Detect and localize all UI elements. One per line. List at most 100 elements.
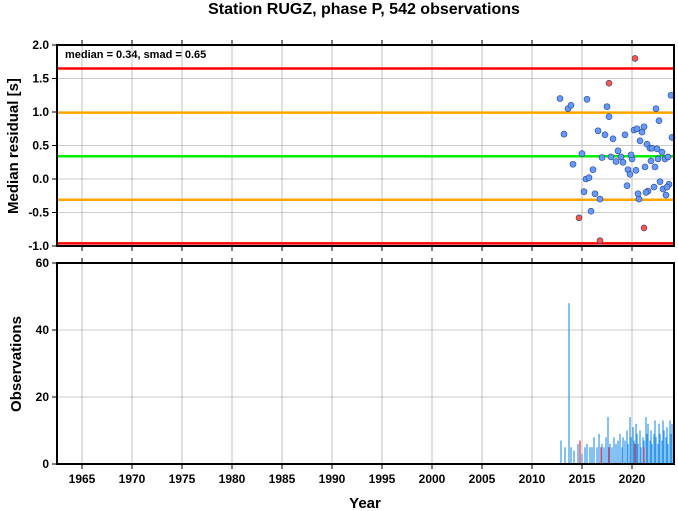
bottom-y-axis-label: Observations	[8, 316, 25, 412]
residual-point	[636, 137, 644, 145]
residual-point	[567, 102, 575, 109]
observation-bar	[667, 443, 669, 464]
residual-point	[655, 117, 663, 125]
observation-bar	[670, 433, 672, 464]
observation-bar	[655, 437, 657, 464]
residual-point	[650, 183, 658, 191]
residual-point	[642, 189, 650, 196]
observation-bar	[645, 417, 647, 464]
observation-bar	[605, 437, 607, 464]
stats-annotation: median = 0.34, smad = 0.65	[65, 49, 206, 61]
bottom-y-tick-label: 60	[36, 256, 50, 270]
observation-bar	[650, 430, 652, 464]
observation-bar	[662, 420, 664, 464]
residual-point	[575, 214, 583, 222]
bottom-y-tick-label: 20	[36, 390, 50, 404]
observation-bar	[661, 440, 663, 464]
x-tick-label: 1970	[119, 472, 146, 486]
residual-point	[651, 163, 659, 171]
observation-bar	[658, 423, 660, 464]
residual-point	[664, 153, 672, 161]
residual-point	[594, 127, 602, 135]
observation-bar	[643, 447, 645, 464]
residual-point	[632, 166, 640, 174]
bottom-gridlines	[57, 258, 674, 465]
observation-bar	[577, 443, 579, 464]
observation-bar	[584, 447, 586, 464]
observation-bar	[586, 443, 588, 464]
residual-point	[627, 151, 635, 159]
residual-point	[609, 135, 617, 143]
observation-bar	[608, 447, 610, 464]
residual-point	[607, 153, 615, 161]
observation-bar	[671, 423, 673, 464]
observation-bar	[640, 447, 642, 464]
residual-point	[605, 113, 613, 120]
observation-bars	[560, 303, 673, 464]
observation-bar	[570, 447, 572, 464]
x-tick-label: 2015	[569, 472, 596, 486]
observation-bar	[613, 437, 615, 464]
observation-bar	[657, 443, 659, 464]
observation-bar	[626, 430, 628, 464]
observation-bar	[579, 440, 581, 464]
residual-point	[633, 125, 641, 133]
observation-bar	[622, 437, 624, 464]
top-y-tick-label: 2.0	[32, 38, 49, 52]
residual-point	[569, 160, 577, 168]
reference-lines	[57, 67, 674, 245]
residual-point	[605, 79, 613, 87]
observation-bar	[603, 447, 605, 464]
residual-point	[626, 171, 634, 178]
observation-bar	[637, 443, 639, 464]
residual-point	[656, 178, 664, 185]
residual-point	[591, 190, 599, 198]
observation-bar	[600, 447, 602, 464]
observation-bar	[639, 430, 641, 464]
residual-point	[603, 103, 611, 110]
x-tick-label: 1995	[369, 472, 396, 486]
x-tick-label: 1975	[169, 472, 196, 486]
observation-bar	[646, 433, 648, 464]
residual-point	[621, 131, 629, 139]
observation-bar	[624, 440, 626, 464]
top-y-tick-label: -0.5	[28, 206, 49, 220]
observation-bar	[573, 450, 575, 464]
observation-bar	[633, 440, 635, 464]
observation-bar	[647, 423, 649, 464]
residual-point	[596, 237, 604, 244]
observation-bar	[609, 443, 611, 464]
residual-point	[653, 145, 661, 153]
observation-bar	[632, 427, 634, 464]
residual-point	[580, 188, 588, 196]
residual-point	[583, 95, 591, 103]
observation-bar	[589, 447, 591, 464]
observation-bar	[617, 440, 619, 464]
top-y-tick-label: 0.5	[32, 139, 49, 153]
residual-point	[634, 190, 642, 198]
residual-point	[578, 150, 586, 157]
residual-point	[663, 183, 671, 191]
observation-bar	[621, 447, 623, 464]
bottom-plot-frame	[56, 262, 675, 465]
observation-bar	[593, 437, 595, 464]
observation-bar	[651, 443, 653, 464]
bottom-y-tick-label: 0	[42, 457, 49, 471]
observation-bar	[634, 443, 636, 464]
bottom-x-ticks: 1965 1970 1975 1980 1985 1990 1995 2000 2005 2010…	[69, 464, 646, 486]
x-tick-label: 1965	[69, 472, 96, 486]
residual-point	[601, 131, 609, 139]
observation-bar	[619, 433, 621, 464]
chart-title: Station RUGZ, phase P, 542 observations	[208, 1, 520, 18]
observation-bar	[627, 443, 629, 464]
x-axis-label: Year	[349, 495, 381, 511]
residual-points	[556, 55, 676, 244]
x-tick-label: 2010	[519, 472, 546, 486]
bottom-panel: 0 20 40 60 1965 1970 1975 1980 1985 1990 1995 2000…	[8, 256, 675, 511]
top-y-tick-label: 1.0	[32, 105, 49, 119]
residual-point	[647, 157, 655, 165]
top-y-tick-label: -1.0	[28, 239, 49, 253]
observation-bar	[665, 437, 667, 464]
observation-bar	[666, 427, 668, 464]
